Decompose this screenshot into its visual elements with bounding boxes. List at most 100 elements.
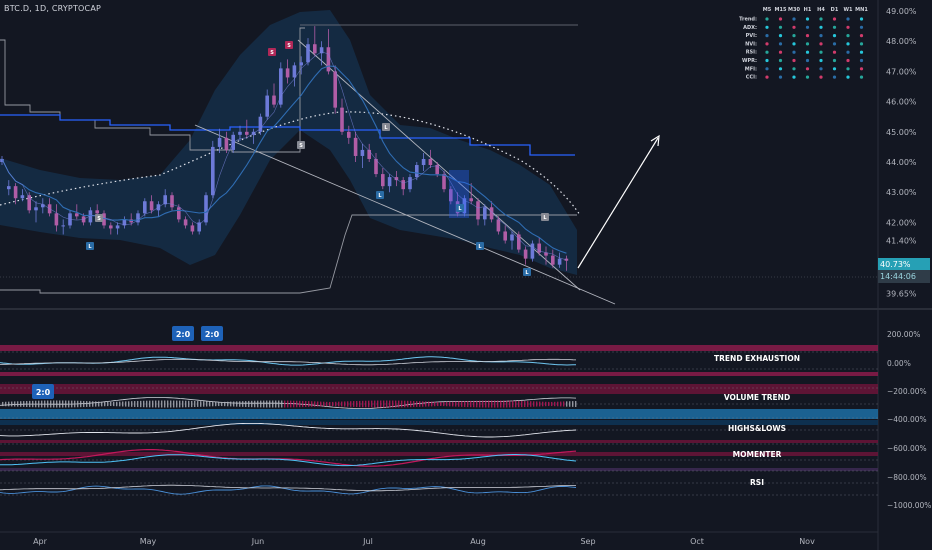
signal-mark bbox=[297, 141, 305, 149]
volume-trend-bar bbox=[2, 401, 4, 407]
signal-dot bbox=[805, 25, 810, 29]
candle-body bbox=[95, 210, 99, 214]
signal-table-row-label: CCI: bbox=[746, 75, 757, 81]
candle-body bbox=[177, 207, 181, 220]
candle-body bbox=[238, 131, 242, 135]
volume-trend-bar bbox=[575, 401, 577, 407]
candle-body bbox=[197, 222, 201, 232]
candle-body bbox=[122, 219, 127, 226]
signal-mark bbox=[95, 214, 103, 222]
signal-dot bbox=[805, 75, 810, 79]
signal-table-column-header: M15 bbox=[775, 7, 787, 13]
volume-trend-bar bbox=[194, 400, 196, 408]
price-tick-label: 45.00% bbox=[886, 128, 917, 137]
projection-arrow bbox=[577, 137, 659, 269]
signal-dot bbox=[805, 34, 810, 38]
signal-table-row-label: MFI: bbox=[745, 66, 757, 72]
signal-dot bbox=[778, 75, 783, 79]
volume-trend-bar bbox=[167, 400, 169, 408]
volume-trend-bar bbox=[434, 401, 436, 407]
volume-trend-bar bbox=[521, 400, 523, 408]
volume-trend-bar bbox=[113, 401, 115, 407]
signal-dot bbox=[778, 17, 783, 21]
candle-body bbox=[435, 165, 439, 175]
volume-trend-bar bbox=[413, 400, 415, 408]
candle-body bbox=[333, 71, 337, 108]
volatility-band bbox=[0, 10, 577, 275]
signal-dot bbox=[819, 25, 823, 29]
volume-trend-bar bbox=[83, 400, 85, 408]
volume-trend-bar bbox=[23, 401, 25, 407]
candle-body bbox=[204, 195, 208, 223]
candle-body bbox=[143, 201, 147, 214]
rsi-signal bbox=[0, 484, 576, 492]
candle-body bbox=[272, 95, 276, 105]
volume-trend-bar bbox=[116, 401, 118, 407]
volume-trend-bar bbox=[479, 400, 481, 408]
countdown-tag: 14:44:06 bbox=[878, 270, 930, 283]
signal-dot bbox=[765, 58, 769, 63]
signal-table-column-header: H1 bbox=[804, 7, 812, 13]
volume-trend-bar bbox=[377, 400, 379, 408]
signal-dot bbox=[846, 75, 850, 79]
signal-mark bbox=[523, 268, 531, 276]
volume-trend-bar bbox=[53, 400, 55, 408]
volume-trend-bar bbox=[152, 400, 154, 408]
volume-trend-bar bbox=[512, 400, 514, 408]
volume-trend-bar bbox=[470, 400, 472, 408]
volume-trend-bar bbox=[335, 401, 337, 407]
volume-trend-bar bbox=[5, 401, 7, 407]
signal-mark bbox=[86, 242, 94, 250]
price-tick-label: 43.00% bbox=[886, 188, 917, 197]
candle-body bbox=[449, 189, 453, 202]
signal-dot bbox=[792, 17, 796, 21]
volume-trend-bar bbox=[356, 400, 358, 408]
volume-trend-bar bbox=[8, 401, 10, 407]
signal-dot bbox=[819, 34, 823, 38]
volume-trend-bar bbox=[203, 401, 205, 407]
candle-body bbox=[353, 137, 358, 156]
volume-trend-bar bbox=[383, 400, 385, 408]
long-moving-average bbox=[0, 111, 581, 216]
signal-table-column-header: H4 bbox=[817, 7, 825, 13]
volume-trend-bar bbox=[497, 400, 499, 408]
signal-mark bbox=[285, 41, 293, 49]
price-tick-label: 47.00% bbox=[886, 67, 917, 76]
oscillator-panel-label: VOLUME TREND bbox=[724, 393, 790, 402]
candle-body bbox=[292, 65, 297, 78]
signal-dot bbox=[805, 50, 810, 54]
volume-trend-bar bbox=[416, 401, 418, 407]
volume-trend-bar bbox=[161, 400, 163, 408]
volume-trend-bar bbox=[218, 401, 220, 407]
trend-exhaustion-signal bbox=[0, 358, 577, 366]
time-tick-label: Oct bbox=[690, 537, 704, 546]
volume-trend-bar bbox=[338, 401, 340, 407]
volume-trend-bar bbox=[164, 400, 166, 408]
signal-dot bbox=[846, 58, 850, 63]
volume-trend-bar bbox=[464, 401, 466, 407]
volume-trend-bar bbox=[119, 401, 121, 407]
volume-trend-bar bbox=[539, 401, 541, 407]
volume-trend-bar bbox=[326, 401, 328, 407]
price-tick-label: 39.65% bbox=[886, 289, 917, 298]
candle-body bbox=[374, 158, 378, 175]
signal-dot bbox=[819, 50, 823, 54]
volume-trend-bar bbox=[50, 400, 52, 408]
price-tick-label: 46.00% bbox=[886, 98, 917, 107]
oscillator-badge-label: 2:0 bbox=[205, 330, 220, 339]
volume-trend-bar bbox=[329, 401, 331, 407]
candle-body bbox=[387, 177, 392, 187]
candle-body bbox=[88, 210, 93, 223]
volume-trend-bar bbox=[314, 401, 316, 407]
signal-mark-label: L bbox=[378, 193, 382, 199]
volume-trend-bar bbox=[407, 400, 409, 408]
oscillator-badge-label: 2:0 bbox=[36, 388, 51, 397]
volume-trend-bar bbox=[68, 400, 70, 408]
volume-trend-bar bbox=[491, 400, 493, 408]
candle-body bbox=[483, 207, 487, 220]
signal-dot bbox=[846, 67, 850, 71]
candle-body bbox=[245, 131, 249, 135]
signal-dot bbox=[819, 17, 823, 21]
oscillator-tick-label: −200.00% bbox=[887, 387, 927, 396]
